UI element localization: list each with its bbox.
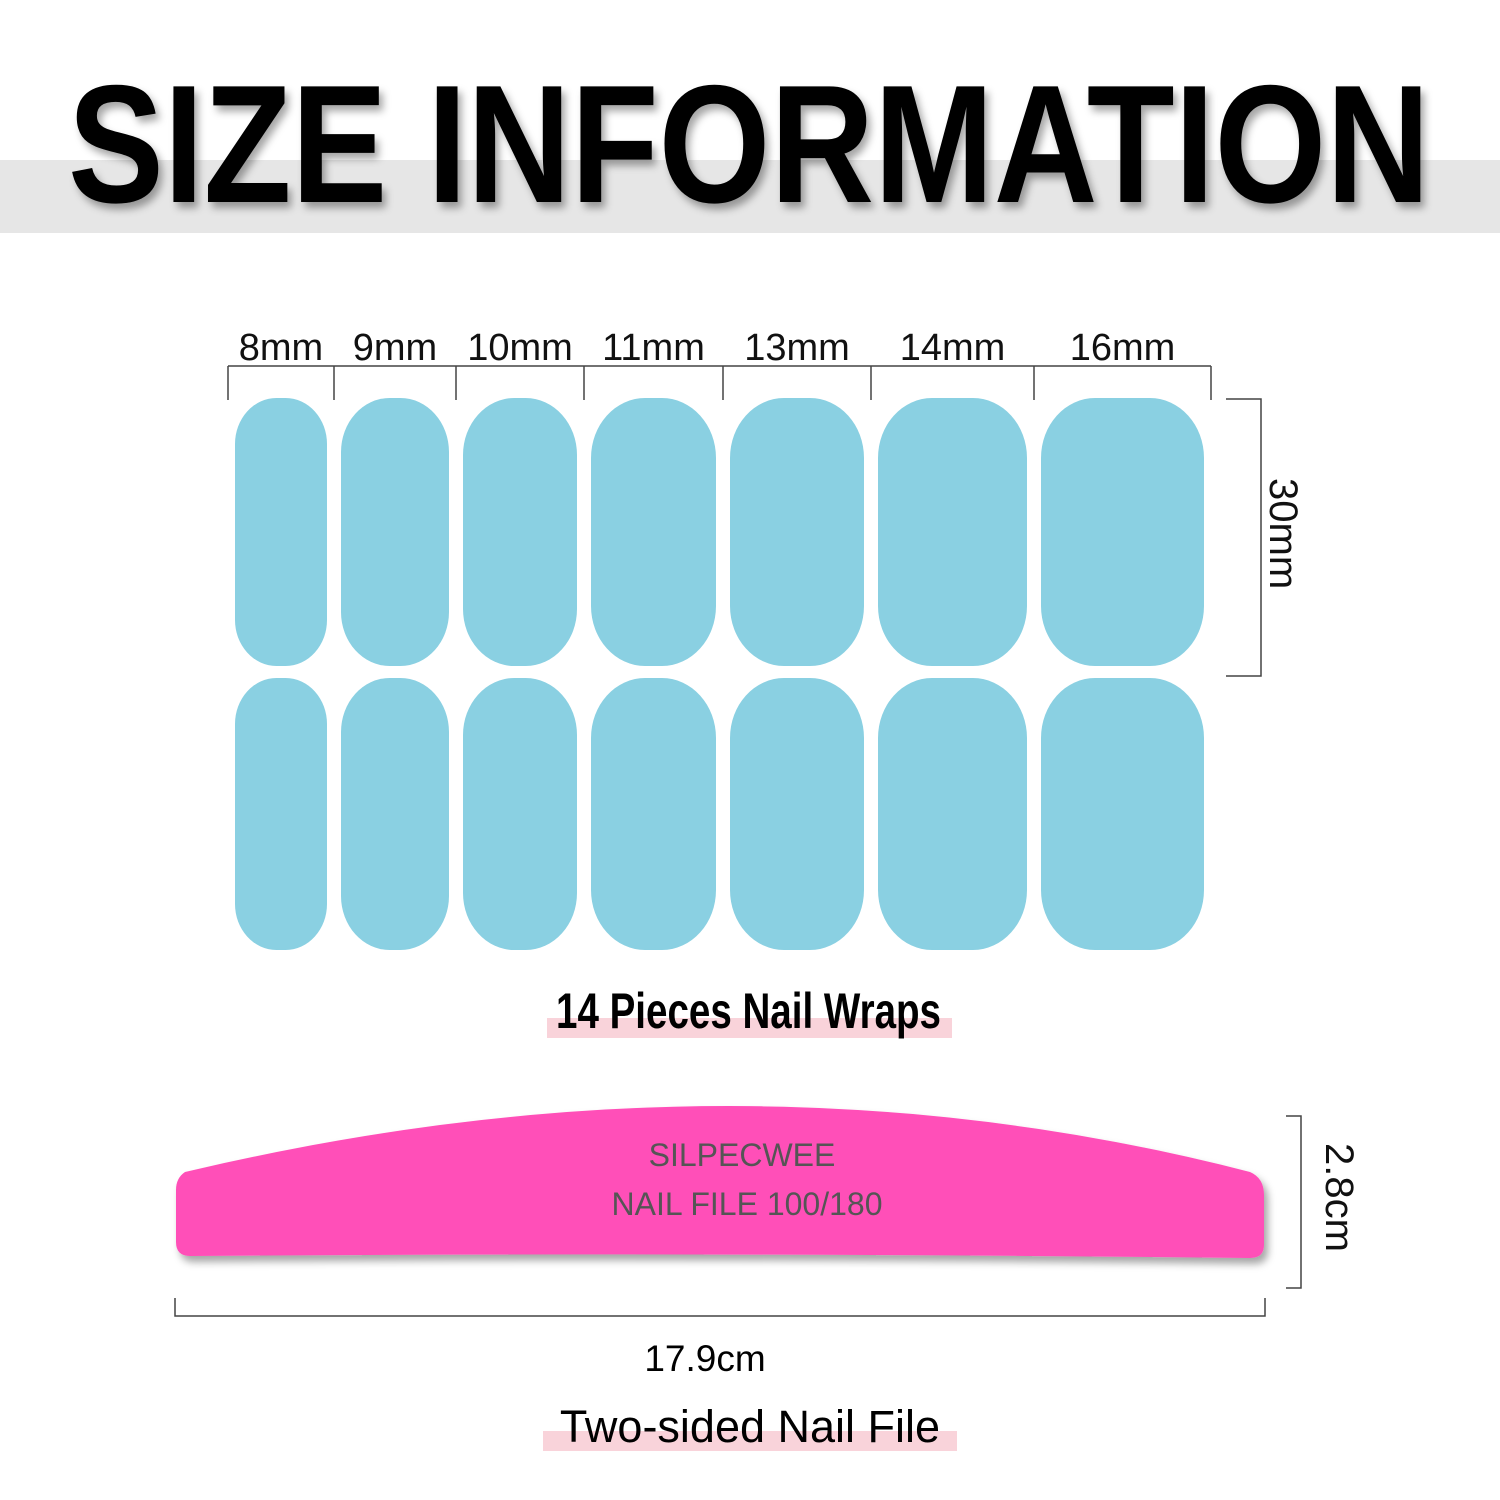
file-caption: Two-sided Nail File: [560, 1401, 940, 1452]
nail-wrap: [235, 678, 327, 950]
file-length-label: 17.9cm: [644, 1338, 765, 1379]
nail-wrap: [1041, 398, 1204, 666]
nail-wrap: [591, 398, 716, 666]
nail-wrap: [878, 398, 1027, 666]
height-bracket: [1226, 398, 1262, 677]
nail-wrap: [341, 398, 449, 666]
nail-width-label: 16mm: [1070, 327, 1176, 369]
file-width-label: 2.8cm: [1317, 1143, 1361, 1252]
nails-caption: 14 Pieces Nail Wraps: [556, 983, 941, 1039]
nail-wrap: [463, 398, 577, 666]
nail-wrap: [591, 678, 716, 950]
file-brand: SILPECWEE: [649, 1137, 836, 1173]
nail-wrap: [730, 678, 864, 950]
nails-caption-highlight: [547, 1018, 952, 1038]
nail-width-label: 9mm: [353, 327, 437, 369]
nail-width-label: 13mm: [744, 327, 850, 369]
nail-width-label: 11mm: [602, 327, 705, 369]
page-title: SIZE INFORMATION: [68, 50, 1430, 238]
nail-wrap: [235, 398, 327, 666]
nail-wraps: [235, 398, 1204, 950]
nail-file: [176, 1106, 1264, 1258]
nail-width-label: 10mm: [467, 327, 573, 369]
nail-wrap: [463, 678, 577, 950]
nail-height-label: 30mm: [1261, 478, 1305, 589]
nail-width-labels: 8mm 9mm 10mm 11mm 13mm 14mm 16mm: [227, 327, 1212, 400]
nail-wrap: [341, 678, 449, 950]
nail-wrap: [1041, 678, 1204, 950]
nail-wrap: [878, 678, 1027, 950]
nail-wrap: [730, 398, 864, 666]
title-band: [0, 160, 1500, 233]
file-label: NAIL FILE 100/180: [612, 1186, 883, 1222]
file-length-bracket: [174, 1298, 1266, 1317]
nail-width-label: 8mm: [239, 327, 323, 369]
file-caption-highlight: [543, 1431, 957, 1451]
nail-width-label: 14mm: [900, 327, 1006, 369]
file-width-bracket: [1286, 1115, 1302, 1289]
